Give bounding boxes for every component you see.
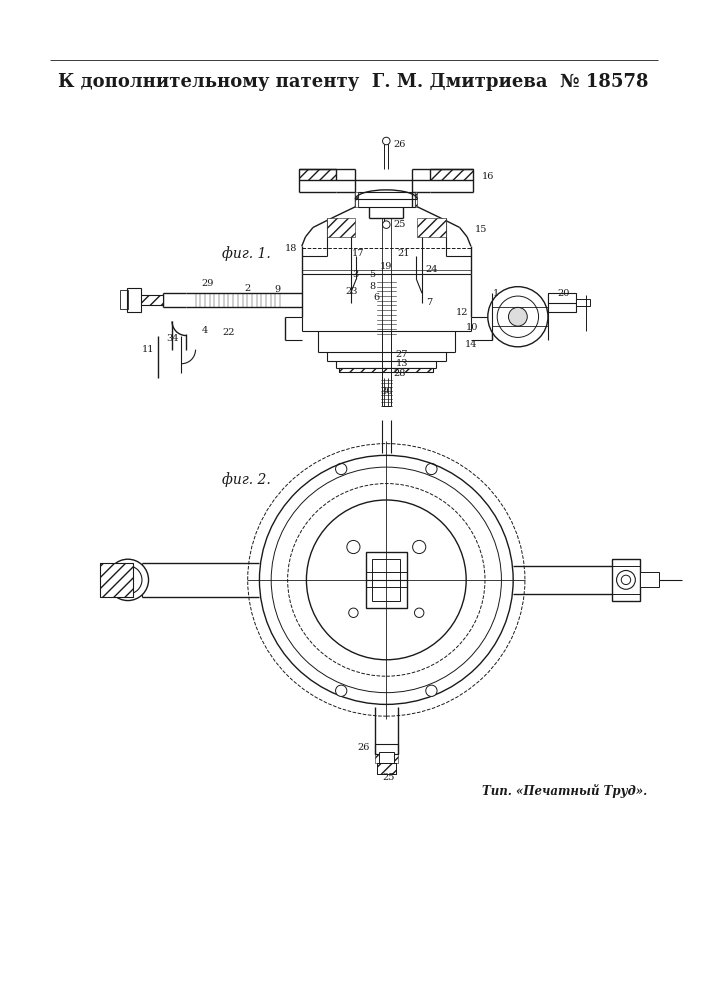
Bar	[372, 559, 400, 601]
Bar	[379, 752, 394, 763]
Text: Тип. «Печатный Труд».: Тип. «Печатный Труд».	[482, 784, 648, 798]
Text: 27: 27	[396, 350, 408, 359]
Bar	[612, 566, 640, 594]
Text: 10: 10	[466, 323, 479, 332]
Polygon shape	[327, 218, 356, 237]
Bar	[339, 368, 433, 372]
Text: фиг. 1.: фиг. 1.	[222, 246, 271, 261]
Bar	[612, 559, 640, 601]
Polygon shape	[339, 368, 433, 372]
Bar	[576, 299, 590, 306]
Bar	[358, 192, 414, 207]
Text: 5: 5	[369, 270, 375, 279]
Circle shape	[617, 570, 636, 589]
Bar	[299, 169, 337, 180]
Bar	[100, 563, 133, 597]
Bar	[133, 295, 163, 305]
Text: 12: 12	[456, 308, 468, 317]
Text: 8: 8	[369, 282, 375, 291]
Bar	[431, 169, 473, 180]
Polygon shape	[100, 563, 133, 597]
Circle shape	[426, 685, 437, 696]
Polygon shape	[299, 169, 337, 180]
Bar	[375, 744, 397, 754]
Text: 22: 22	[222, 328, 235, 337]
Text: 17: 17	[352, 249, 365, 258]
Polygon shape	[431, 169, 473, 180]
Text: 26: 26	[357, 743, 369, 752]
Circle shape	[382, 137, 390, 145]
Text: 26: 26	[393, 140, 405, 149]
Polygon shape	[417, 218, 445, 237]
Text: 3: 3	[352, 270, 358, 279]
Bar	[377, 763, 396, 774]
Text: 18: 18	[285, 244, 297, 253]
Bar	[548, 293, 576, 312]
Text: 11: 11	[142, 345, 155, 354]
Bar	[366, 552, 407, 608]
Text: 28: 28	[394, 369, 407, 378]
Text: 1: 1	[493, 289, 499, 298]
Circle shape	[413, 540, 426, 554]
Bar	[120, 290, 128, 309]
Text: 30: 30	[380, 387, 392, 396]
Text: 14: 14	[465, 340, 478, 349]
Polygon shape	[375, 754, 397, 763]
Circle shape	[488, 287, 548, 347]
Bar	[640, 572, 659, 587]
Text: 4: 4	[201, 326, 208, 335]
Text: 6: 6	[374, 293, 380, 302]
Text: 23: 23	[346, 287, 358, 296]
Polygon shape	[133, 295, 163, 305]
Text: 15: 15	[474, 225, 487, 234]
Polygon shape	[356, 192, 358, 207]
Text: 25: 25	[394, 220, 407, 229]
Text: 21: 21	[397, 249, 410, 258]
Polygon shape	[414, 192, 417, 207]
Text: 34: 34	[165, 334, 178, 343]
Text: фиг. 2.: фиг. 2.	[222, 472, 271, 487]
Circle shape	[107, 559, 148, 601]
Text: 13: 13	[396, 359, 408, 368]
Text: 2: 2	[244, 284, 250, 293]
Text: 9: 9	[274, 285, 281, 294]
Text: 7: 7	[426, 298, 432, 307]
Text: 24: 24	[426, 265, 438, 274]
Circle shape	[508, 307, 527, 326]
Text: 25: 25	[382, 773, 395, 782]
Circle shape	[382, 221, 390, 228]
Text: 19: 19	[380, 262, 392, 271]
Circle shape	[306, 500, 466, 660]
Text: 29: 29	[201, 279, 214, 288]
Text: 20: 20	[557, 289, 570, 298]
Circle shape	[336, 685, 347, 696]
Text: 16: 16	[482, 172, 494, 181]
Circle shape	[347, 540, 360, 554]
Text: К дополнительному патенту  Г. М. Дмитриева  № 18578: К дополнительному патенту Г. М. Дмитриев…	[58, 73, 648, 91]
Polygon shape	[377, 763, 396, 774]
Bar	[127, 288, 141, 312]
